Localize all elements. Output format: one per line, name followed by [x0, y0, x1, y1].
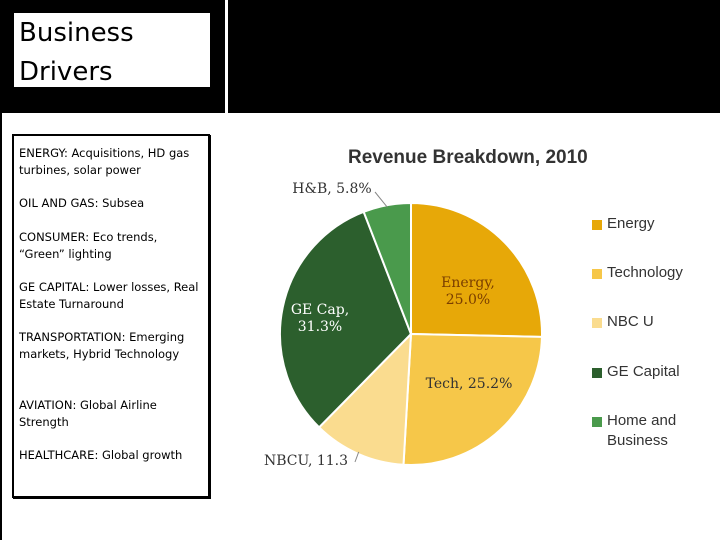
- driver-text: : Emerging markets, Hybrid Technology: [19, 330, 185, 361]
- legend-swatch: [592, 368, 602, 378]
- business-drivers-box: ENERGY: Acquisitions, HD gas turbines, s…: [12, 134, 210, 498]
- driver-name: CONSUMER: [19, 230, 86, 244]
- driver-text: : Global Airline Strength: [19, 398, 157, 429]
- pie-slice-home-and-business: [362, 201, 412, 335]
- driver-transportation: TRANSPORTATION: Emerging markets, Hybrid…: [19, 329, 204, 363]
- pie-slice-ge-capital: [279, 210, 413, 429]
- legend-label: NBC U: [607, 313, 654, 330]
- driver-text: : Eco trends, “Green” lighting: [19, 230, 158, 261]
- legend-swatch: [592, 269, 602, 279]
- driver-name: AVIATION: [19, 398, 73, 412]
- leader-line-nbcu: [354, 451, 360, 463]
- driver-name: TRANSPORTATION: [19, 330, 122, 344]
- driver-oil-and-gas: OIL AND GAS: Subsea: [19, 195, 204, 212]
- slice-label-energy: Energy, 25.0%: [441, 275, 495, 308]
- slide-title: Business Drivers: [19, 18, 134, 87]
- slice-label-technology: Tech, 25.2%: [425, 376, 513, 392]
- driver-text: : Lower losses, Real Estate Turnaround: [19, 280, 199, 311]
- legend-swatch: [592, 318, 602, 328]
- driver-aviation: AVIATION: Global Airline Strength: [19, 397, 204, 431]
- legend-label: Energy: [607, 215, 655, 232]
- driver-text: : Global growth: [94, 448, 183, 462]
- slice-label-home-and-business: H&B, 5.8%: [292, 181, 372, 197]
- slice-label-ge-capital: GE Cap, 31.3%: [290, 302, 350, 335]
- driver-name: ENERGY: [19, 146, 64, 160]
- driver-ge-capital: GE CAPITAL: Lower losses, Real Estate Tu…: [19, 279, 204, 313]
- left-edge-strip: [0, 113, 2, 540]
- driver-text: : Subsea: [94, 196, 145, 210]
- legend-label: GE Capital: [607, 363, 680, 380]
- legend-swatch: [592, 220, 602, 230]
- driver-text: : Acquisitions, HD gas turbines, solar p…: [19, 146, 190, 177]
- driver-name: GE CAPITAL: [19, 280, 86, 294]
- driver-name: OIL AND GAS: [19, 196, 95, 210]
- legend-swatch: [592, 417, 602, 427]
- driver-consumer: CONSUMER: Eco trends, “Green” lighting: [19, 229, 204, 263]
- driver-energy: ENERGY: Acquisitions, HD gas turbines, s…: [19, 145, 204, 179]
- legend-label: Technology: [607, 264, 683, 281]
- chart-title: Revenue Breakdown, 2010: [348, 147, 588, 168]
- legend-label: Home and Business: [607, 412, 677, 449]
- pie-slice-technology: [402, 332, 543, 466]
- header-divider: [225, 0, 228, 113]
- pie-slice-energy: [410, 201, 543, 338]
- driver-name: HEALTHCARE: [19, 448, 95, 462]
- leader-line-home-and-business: [374, 191, 388, 208]
- title-box: Business Drivers: [14, 13, 210, 87]
- driver-healthcare: HEALTHCARE: Global growth: [19, 447, 204, 464]
- slice-label-nbcu: NBCU, 11.3: [263, 453, 349, 469]
